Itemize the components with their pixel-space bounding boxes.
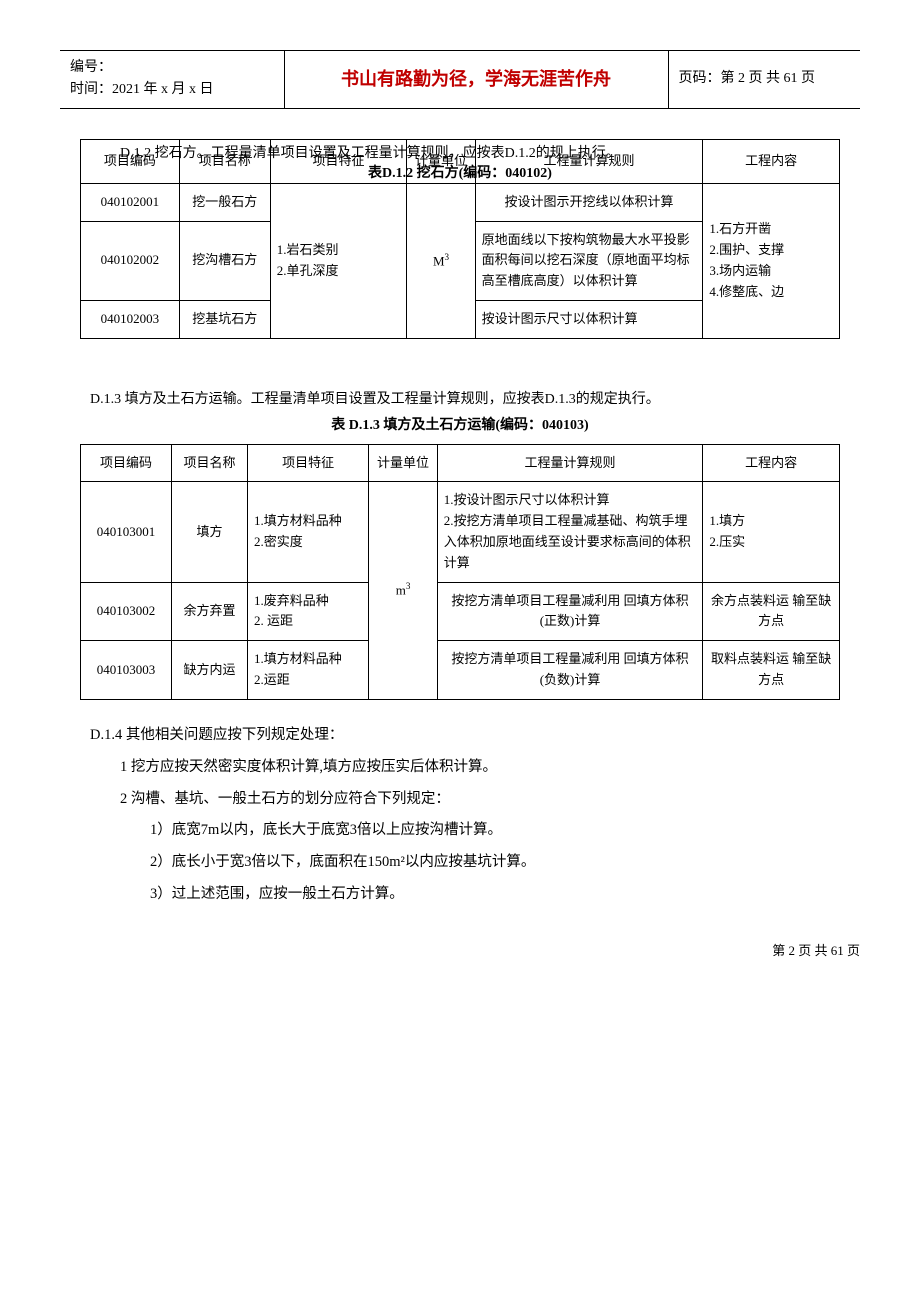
d14-sub-2: 2）底长小于宽3倍以下，底面积在150m²以内应按基坑计算。: [150, 847, 860, 879]
t2-r3-code: 040103003: [81, 641, 172, 700]
t2-r2-feature: 1.废弃料品种 2. 运距: [247, 582, 368, 641]
d14-item-2: 2 沟槽、基坑、一般土石方的划分应符合下列规定：: [120, 784, 860, 816]
t1-r2-code: 040102002: [81, 221, 180, 300]
t2-r2-content: 余方点装料运 输至缺方点: [703, 582, 840, 641]
t1-r1-rule: 按设计图示开挖线以体积计算: [475, 183, 703, 221]
t2-unit-text: m: [396, 583, 406, 598]
d14-item-1: 1 挖方应按天然密实度体积计算,填方应按压实后体积计算。: [120, 752, 860, 784]
doc-time-label: 时间：2021 年 x 月 x 日: [70, 79, 274, 101]
t2-col-unit: 计量单位: [369, 444, 437, 482]
t2-r1-content: 1.填方 2.压实: [703, 482, 840, 582]
t2-col-name: 项目名称: [172, 444, 248, 482]
t1-r1-code: 040102001: [81, 183, 180, 221]
t2-r1-code: 040103001: [81, 482, 172, 582]
d14-sub-3: 3）过上述范围，应按一般土石方计算。: [150, 879, 860, 911]
t2-r1-rule: 1.按设计图示尺寸以体积计算 2.按挖方清单项目工程量减基础、构筑手埋入体积加原…: [437, 482, 703, 582]
t2-r2-rule: 按挖方清单项目工程量减利用 回填方体积(正数)计算: [437, 582, 703, 641]
t2-r3-feature: 1.填方材料品种 2.运距: [247, 641, 368, 700]
t1-r3-rule: 按设计图示尺寸以体积计算: [475, 300, 703, 338]
section-d12-block: D.1.2 挖石方。工程量清单项目设置及工程量计算规则，应按表D.1.2的规上执…: [60, 139, 860, 339]
page-header: 编号： 时间：2021 年 x 月 x 日 书山有路勤为径，学海无涯苦作舟 页码…: [60, 50, 860, 109]
t2-r3-name: 缺方内运: [172, 641, 248, 700]
header-left-cell: 编号： 时间：2021 年 x 月 x 日: [60, 51, 284, 109]
header-slogan: 书山有路勤为径，学海无涯苦作舟: [284, 51, 668, 109]
t2-r1-name: 填方: [172, 482, 248, 582]
t2-r1-feature: 1.填方材料品种 2.密实度: [247, 482, 368, 582]
t1-unit-merged: M3: [407, 183, 475, 338]
section-d14: D.1.4 其他相关问题应按下列规定处理： 1 挖方应按天然密实度体积计算,填方…: [90, 720, 860, 911]
t2-col-rule: 工程量计算规则: [437, 444, 703, 482]
t2-unit-merged: m3: [369, 482, 437, 699]
t1-unit-text: M: [433, 253, 445, 268]
t1-r2-rule: 原地面线以下按构筑物最大水平投影面积每间以挖石深度（原地面平均标 高至槽底高度）…: [475, 221, 703, 300]
t1-r3-code: 040102003: [81, 300, 180, 338]
t2-unit-sup: 3: [406, 581, 411, 591]
table-d13: 项目编码 项目名称 项目特征 计量单位 工程量计算规则 工程内容 0401030…: [80, 444, 840, 700]
t2-r2-code: 040103002: [81, 582, 172, 641]
t2-col-feature: 项目特征: [247, 444, 368, 482]
header-page-label: 页码：第 2 页 共 61 页: [668, 51, 860, 109]
t2-r3-rule: 按挖方清单项目工程量减利用 回填方体积(负数)计算: [437, 641, 703, 700]
t1-r1-name: 挖一般石方: [179, 183, 270, 221]
t1-r3-name: 挖基坑石方: [179, 300, 270, 338]
table-d12-caption: 表D.1.2 挖石方(编码：040102): [60, 163, 860, 185]
page-footer: 第 2 页 共 61 页: [60, 941, 860, 962]
t2-r2-name: 余方弃置: [172, 582, 248, 641]
t1-unit-sup: 3: [445, 252, 450, 262]
section-d13-intro: D.1.3 填方及土石方运输。工程量清单项目设置及工程量计算规则，应按表D.1.…: [90, 389, 860, 411]
doc-number-label: 编号：: [70, 57, 274, 79]
t1-content-merged: 1.石方开凿 2.围护、支撑 3.场内运输 4.修整底、边: [703, 183, 840, 338]
table-d13-caption: 表 D.1.3 填方及土石方运输(编码：040103): [60, 415, 860, 437]
t2-col-content: 工程内容: [703, 444, 840, 482]
t2-r3-content: 取料点装料运 输至缺方点: [703, 641, 840, 700]
t2-col-code: 项目编码: [81, 444, 172, 482]
d14-sub-1: 1）底宽7m以内，底长大于底宽3倍以上应按沟槽计算。: [150, 815, 860, 847]
t1-feature-merged: 1.岩石类别 2.单孔深度: [270, 183, 407, 338]
t1-r2-name: 挖沟槽石方: [179, 221, 270, 300]
d14-title: D.1.4 其他相关问题应按下列规定处理：: [90, 720, 860, 752]
